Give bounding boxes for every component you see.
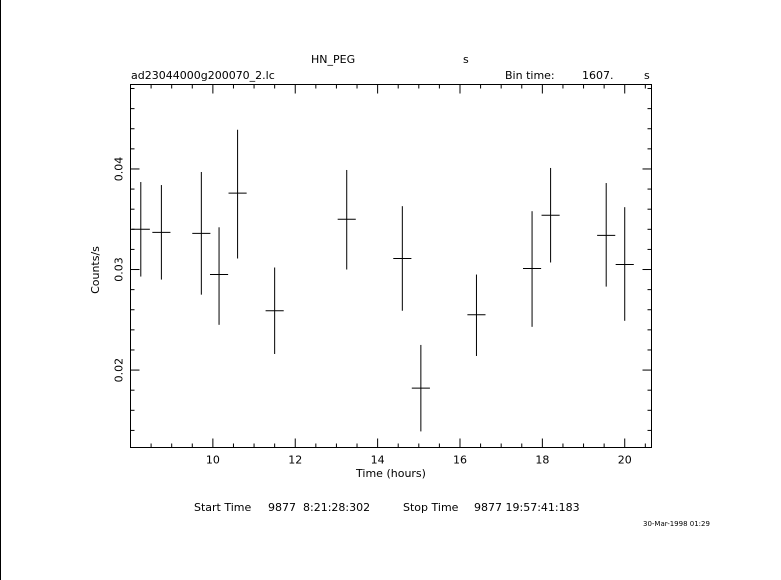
data-point [337, 169, 356, 270]
data-point [411, 344, 430, 432]
start-time-value: 9877 8:21:28:302 [268, 501, 371, 514]
data-point [192, 171, 211, 295]
bin-time-value: 1607. [582, 69, 614, 82]
axis-ticks [130, 84, 652, 448]
bin-time-unit: s [644, 69, 650, 82]
axis-tick-labels: 10 12 14 16 18 20 0.02 0.03 0.04 [113, 157, 632, 467]
data-point [152, 185, 171, 280]
x-tick-label: 16 [453, 454, 467, 467]
filename-label: ad23044000g200070_2.lc [131, 69, 275, 82]
plot-frame [130, 84, 652, 448]
y-tick-label: 0.03 [113, 257, 126, 282]
data-point [523, 211, 542, 327]
data-point [209, 227, 229, 325]
bin-time-label: Bin time: [505, 69, 555, 82]
data-point [467, 274, 486, 356]
data-point [393, 206, 412, 311]
x-axis-label: Time (hours) [355, 467, 426, 480]
x-tick-label: 12 [288, 454, 302, 467]
x-tick-label: 18 [535, 454, 549, 467]
data-point [131, 182, 150, 277]
data-point [615, 207, 634, 321]
plot-timestamp: 30-Mar-1998 01:29 [643, 520, 710, 528]
y-tick-label: 0.04 [113, 157, 126, 182]
stop-time-value: 9877 19:57:41:183 [474, 501, 580, 514]
y-axis-label: Counts/s [89, 246, 102, 294]
x-tick-label: 20 [618, 454, 632, 467]
stop-time-label: Stop Time [403, 501, 459, 514]
left-border-line [0, 0, 1, 580]
object-name: HN_PEG [311, 53, 356, 66]
data-point [541, 167, 560, 263]
data-point [597, 183, 616, 287]
data-point [228, 129, 247, 259]
data-points [131, 129, 634, 432]
units-top-label: s [463, 53, 469, 66]
x-tick-label: 14 [371, 454, 385, 467]
data-point [265, 267, 284, 354]
start-time-label: Start Time [194, 501, 252, 514]
y-tick-label: 0.02 [113, 358, 126, 383]
x-tick-label: 10 [206, 454, 220, 467]
